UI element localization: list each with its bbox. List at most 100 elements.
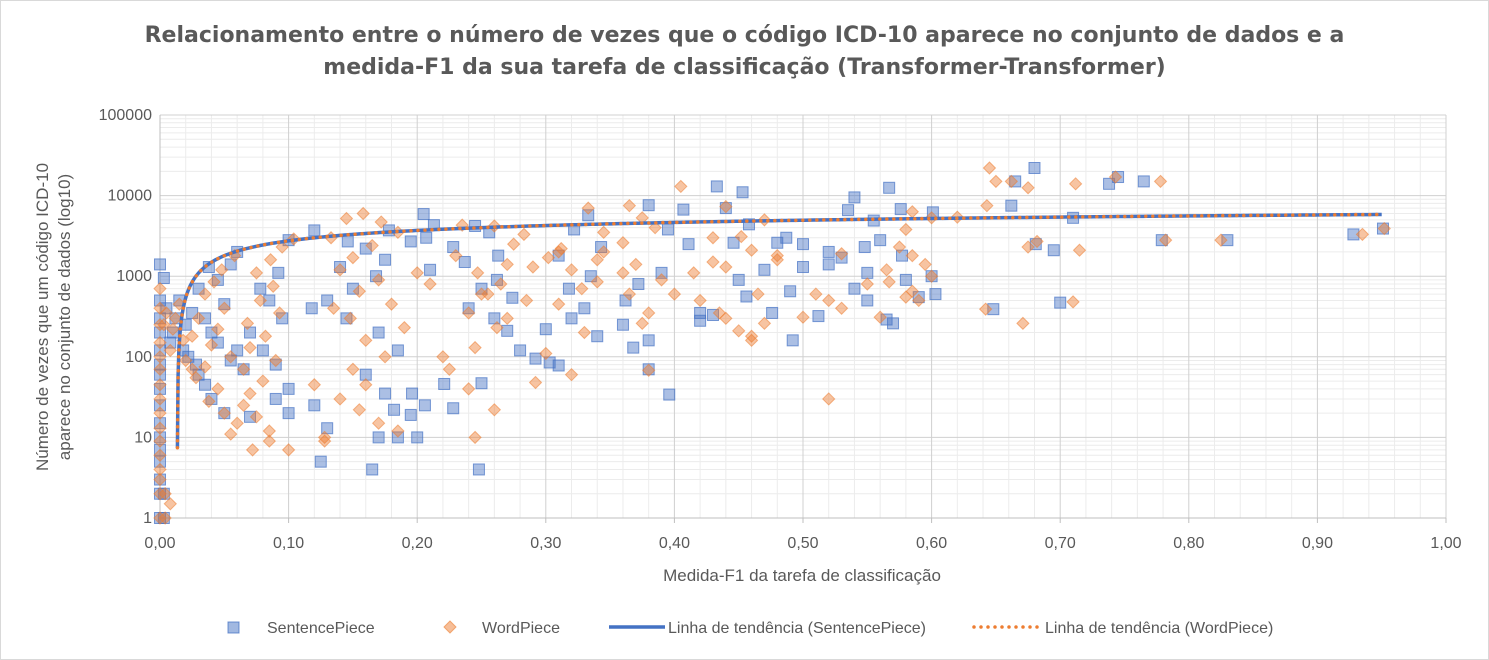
data-point-wordpiece [157, 318, 171, 332]
data-point-wordpiece [539, 346, 553, 361]
trendline-wordpiece [175, 212, 1384, 450]
data-point-wordpiece [596, 245, 611, 259]
data-point-sentencepiece [254, 282, 267, 295]
data-point-wordpiece [253, 293, 268, 308]
data-point-sentencepiece [578, 302, 591, 315]
data-point-wordpiece [191, 311, 206, 326]
data-point-sentencepiece [417, 208, 430, 221]
data-point-wordpiece [243, 386, 257, 401]
data-point-sentencepiece [379, 253, 392, 266]
data-point-sentencepiece [632, 278, 645, 291]
data-point-sentencepiece [205, 326, 218, 339]
data-point-sentencepiece [1047, 244, 1060, 257]
data-point-sentencepiece [835, 251, 848, 264]
data-point-sentencepiece [263, 294, 276, 307]
data-point-wordpiece [207, 275, 221, 289]
data-point-wordpiece [809, 287, 823, 301]
data-point-wordpiece [982, 161, 997, 175]
data-point-sentencepiece [529, 352, 542, 365]
data-points [153, 161, 1391, 525]
data-point-wordpiece [391, 424, 405, 438]
data-point-sentencepiece [848, 282, 861, 295]
data-point-wordpiece [873, 310, 887, 324]
data-point-wordpiece [346, 362, 360, 376]
data-point-sentencepiece [894, 203, 907, 216]
legend-marker-sentencepiece [227, 621, 240, 634]
data-point-sentencepiece [591, 330, 604, 343]
data-point-wordpiece [153, 448, 167, 462]
data-point-wordpiece [541, 250, 556, 265]
data-point-sentencepiece [411, 431, 424, 444]
data-point-wordpiece [912, 293, 926, 308]
data-point-wordpiece [258, 329, 273, 343]
data-point-sentencepiece [874, 234, 887, 247]
data-point-sentencepiece [682, 238, 695, 251]
data-point-wordpiece [635, 316, 649, 331]
data-point-sentencepiece [1376, 222, 1389, 235]
data-point-wordpiece [834, 301, 849, 315]
legend-label-sentencepiece: SentencePiece [267, 620, 375, 637]
data-point-wordpiece [757, 316, 772, 331]
data-point-sentencepiece [154, 431, 166, 444]
y-tick-label: 1000 [116, 268, 152, 285]
data-point-wordpiece [317, 430, 332, 445]
data-point-wordpiece [731, 324, 746, 338]
data-point-wordpiece [153, 362, 167, 376]
data-point-wordpiece [317, 434, 332, 448]
data-point-sentencepiece [224, 354, 237, 367]
data-point-sentencepiece [758, 263, 771, 276]
data-point-sentencepiece [506, 291, 519, 304]
data-point-sentencepiece [929, 288, 942, 301]
data-point-sentencepiece [797, 238, 809, 251]
data-point-sentencepiece [282, 382, 295, 395]
data-point-sentencepiece [812, 310, 825, 323]
data-point-sentencepiece [861, 266, 874, 279]
data-point-wordpiece [153, 472, 167, 487]
data-point-wordpiece [517, 227, 531, 242]
data-point-wordpiece [204, 338, 219, 352]
data-point-wordpiece [365, 238, 379, 253]
data-point-sentencepiece [736, 186, 749, 199]
data-point-wordpiece [494, 277, 508, 291]
legend-label-trend-wordpiece: Linha de tendência (WordPiece) [1045, 620, 1273, 637]
y-tick-label: 100000 [99, 107, 152, 124]
data-point-sentencepiece [1009, 175, 1022, 188]
data-point-wordpiece [224, 427, 238, 441]
data-point-wordpiece [616, 266, 630, 280]
data-point-sentencepiece [308, 224, 321, 237]
data-point-sentencepiece [1005, 199, 1018, 212]
x-tick-label: 1,00 [1430, 535, 1461, 552]
data-point-wordpiece [686, 266, 701, 280]
data-point-wordpiece [693, 293, 707, 308]
y-axis-label-line-2: aparece no conjunto de dados (log10) [55, 174, 74, 460]
data-point-wordpiece [590, 253, 604, 267]
data-point-sentencepiece [987, 303, 1000, 316]
data-point-wordpiece [641, 306, 656, 320]
data-point-sentencepiece [663, 388, 676, 401]
data-point-wordpiece [198, 287, 212, 301]
data-point-wordpiece [272, 306, 287, 320]
data-point-wordpiece [577, 325, 592, 340]
data-point-sentencepiece [727, 236, 740, 249]
data-point-wordpiece [528, 375, 543, 390]
data-point-sentencepiece [157, 487, 170, 500]
data-point-sentencepiece [655, 266, 668, 279]
data-point-sentencepiece [218, 298, 231, 311]
data-point-wordpiece [500, 311, 514, 326]
data-point-sentencepiece [308, 399, 321, 412]
data-point-wordpiece [423, 277, 437, 291]
data-point-wordpiece [356, 206, 370, 221]
data-point-sentencepiece [359, 368, 372, 381]
data-point-sentencepiece [880, 313, 893, 326]
data-point-wordpiece [166, 322, 180, 336]
data-point-wordpiece [1377, 221, 1391, 236]
chart-title-line-2: medida-F1 da sua tarefa de classificação… [323, 55, 1166, 80]
data-point-sentencepiece [861, 294, 874, 307]
data-point-sentencepiece [842, 204, 855, 217]
data-point-wordpiece [153, 421, 167, 435]
data-point-wordpiece [487, 403, 502, 417]
data-point-wordpiece [490, 320, 504, 335]
data-point-wordpiece [500, 257, 514, 272]
data-point-wordpiece [263, 253, 278, 267]
